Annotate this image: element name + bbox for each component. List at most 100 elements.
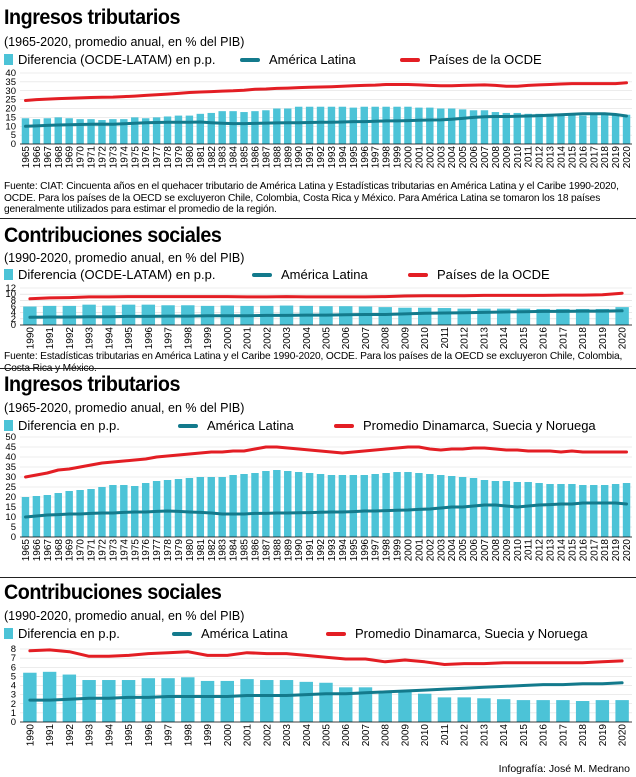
y-tick-label: 15 [5, 502, 16, 513]
bar [240, 474, 248, 537]
x-tick-label: 1971 [87, 146, 98, 169]
x-tick-label: 1985 [240, 146, 251, 169]
x-tick-label: 1991 [305, 539, 316, 562]
x-tick-label: 1985 [240, 539, 251, 562]
panel-subtitle: (1965-2020, promedio anual, en % del PIB… [4, 401, 245, 415]
bar-swatch-icon [4, 628, 13, 639]
x-tick-label: 2000 [403, 539, 414, 562]
x-tick-label: 1981 [196, 539, 207, 562]
y-tick-label: 30 [5, 472, 16, 483]
x-tick-label: 2000 [223, 724, 234, 747]
x-tick-label: 2006 [341, 724, 352, 747]
bar [358, 687, 373, 722]
y-tick-label: 7 [11, 653, 16, 664]
x-tick-label: 2018 [578, 724, 589, 747]
x-tick-label: 1973 [108, 146, 119, 169]
bar [152, 481, 161, 537]
credit: Infografía: José M. Medrano [498, 763, 630, 775]
bar [21, 118, 30, 144]
bar [417, 307, 432, 325]
x-tick-label: 1988 [272, 539, 283, 562]
x-tick-label: 2005 [458, 146, 469, 169]
bar [141, 304, 156, 325]
x-tick-label: 1998 [183, 724, 194, 747]
x-tick-label: 2007 [361, 724, 372, 747]
x-tick-label: 2016 [578, 146, 589, 169]
x-tick-label: 2002 [425, 146, 436, 169]
bar [141, 483, 150, 537]
bar [299, 681, 313, 722]
legend-item-diferencia: Diferencia en p.p. [4, 626, 120, 641]
bar [260, 680, 274, 722]
bar [229, 475, 237, 537]
bar [415, 473, 423, 537]
bar [393, 472, 401, 537]
x-tick-label: 2013 [546, 539, 557, 562]
line-swatch-icon [178, 423, 198, 428]
y-tick-label: 5 [11, 522, 16, 533]
y-tick-label: 6 [11, 662, 16, 673]
bar [437, 308, 452, 325]
series-line-america-latina [24, 112, 628, 128]
x-tick-label: 2003 [436, 146, 447, 169]
bar [568, 114, 576, 144]
bar [338, 106, 347, 144]
bar [273, 470, 281, 537]
x-tick-label: 2006 [469, 539, 480, 562]
bar [327, 475, 336, 537]
y-tick-label: 10 [5, 289, 16, 300]
bar [339, 687, 353, 722]
bar [524, 482, 532, 537]
y-tick-label: 0 [11, 320, 16, 331]
line-swatch-icon [326, 631, 346, 636]
divider [0, 368, 636, 369]
bar [556, 700, 570, 722]
y-tick-label: 20 [5, 492, 16, 503]
x-tick-label: 1992 [65, 724, 76, 747]
x-tick-label: 1967 [43, 146, 54, 169]
y-tick-label: 5 [11, 130, 16, 141]
bar [327, 106, 336, 144]
x-tick-label: 1987 [261, 539, 272, 562]
x-tick-label: 1968 [54, 146, 65, 169]
y-tick-label: 8 [11, 295, 16, 306]
x-tick-label: 1991 [45, 327, 56, 350]
line-swatch-icon [334, 423, 354, 428]
x-tick-label: 2002 [425, 539, 436, 562]
bar [251, 473, 259, 537]
bar [316, 106, 325, 144]
bar [23, 306, 37, 325]
bar [273, 108, 281, 144]
x-tick-label: 2007 [480, 539, 491, 562]
legend: Diferencia en p.p. América Latina Promed… [4, 626, 634, 642]
x-tick-label: 2020 [622, 146, 633, 169]
bar [595, 700, 610, 722]
x-tick-label: 2001 [414, 146, 425, 169]
divider [0, 218, 636, 219]
bar [393, 106, 401, 144]
bar [611, 484, 620, 537]
bar [98, 120, 106, 144]
x-tick-label: 2004 [302, 724, 313, 747]
bar [284, 108, 292, 144]
x-tick-label: 1990 [25, 327, 36, 350]
bar [305, 106, 314, 144]
legend: Diferencia (OCDE-LATAM) en p.p. América … [4, 52, 634, 68]
x-tick-label: 2002 [262, 327, 273, 350]
x-tick-label: 2013 [479, 724, 490, 747]
bar [568, 484, 576, 537]
x-tick-label: 1993 [85, 327, 96, 350]
x-tick-label: 1979 [174, 146, 185, 169]
bar [590, 485, 598, 537]
bar [579, 485, 587, 537]
x-tick-label: 1966 [32, 146, 43, 169]
bar [546, 484, 554, 537]
x-tick-label: 2012 [535, 539, 546, 562]
bar [477, 698, 491, 722]
legend-label: Países de la OCDE [437, 267, 550, 282]
x-tick-label: 2012 [460, 724, 471, 747]
bar [181, 677, 195, 722]
